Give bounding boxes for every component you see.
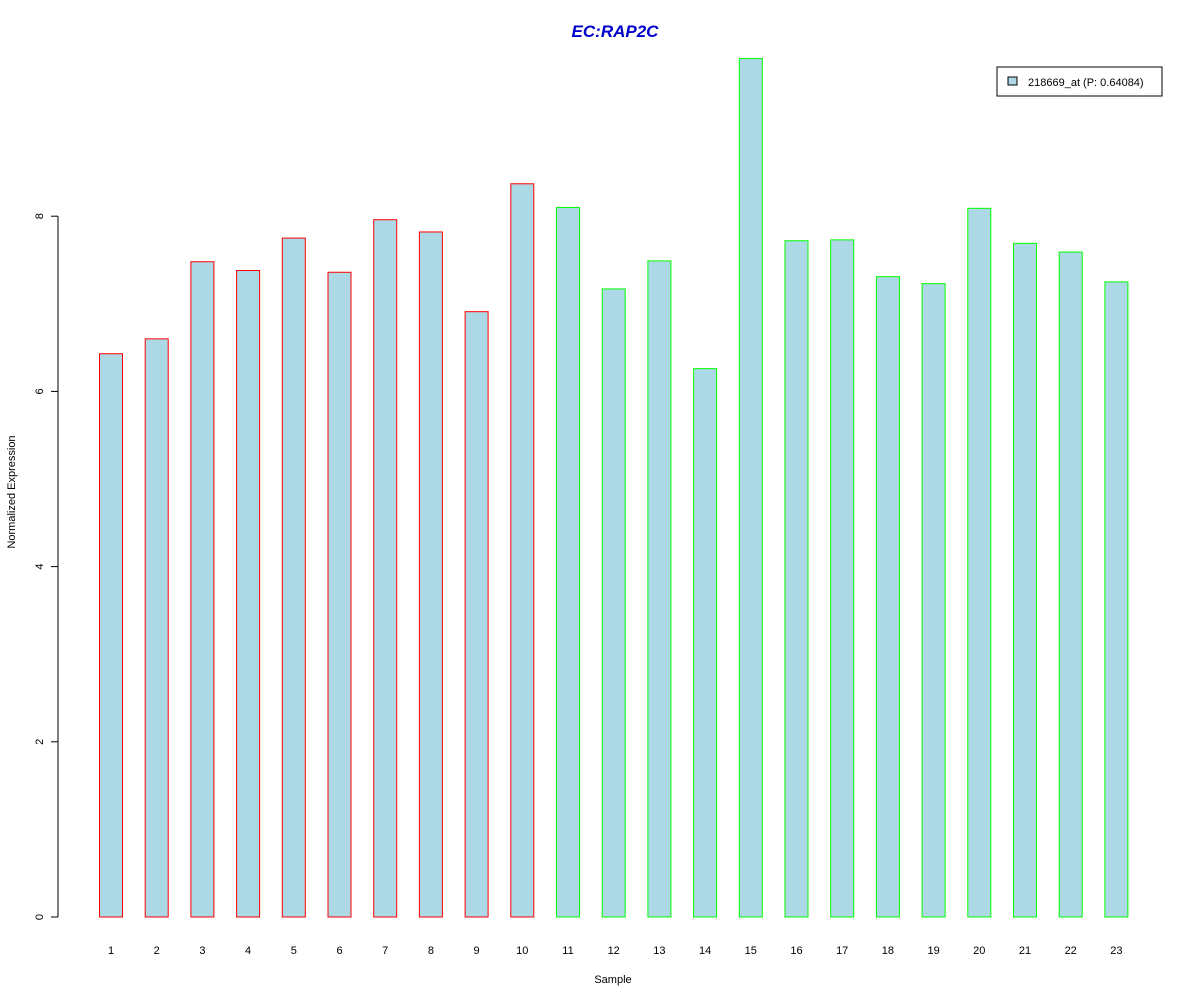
x-tick-label: 15 <box>745 945 757 957</box>
bar-sample-12 <box>601 288 626 918</box>
y-axis: 0 2 4 6 8 <box>34 213 59 920</box>
legend: 218669_at (P: 0.64084) <box>996 66 1163 97</box>
bar-sample-14 <box>693 368 718 918</box>
y-tick-label: 4 <box>34 564 46 570</box>
bar-sample-10 <box>510 183 535 918</box>
x-tick-label: 1 <box>108 945 114 957</box>
y-tick-label: 8 <box>34 213 46 219</box>
x-tick-label: 11 <box>562 945 573 957</box>
bars-group <box>99 58 1129 918</box>
x-axis-label: Sample <box>594 974 631 986</box>
x-tick-label: 16 <box>790 945 802 957</box>
bar-sample-1 <box>99 353 123 918</box>
x-tick-label: 18 <box>882 945 894 957</box>
x-tick-label: 14 <box>699 945 711 957</box>
bar-sample-19 <box>921 283 946 918</box>
bar-sample-13 <box>647 260 672 918</box>
x-tick-label: 20 <box>973 945 985 957</box>
x-tick-label: 12 <box>608 945 620 957</box>
x-tick-label: 13 <box>653 945 665 957</box>
x-tick-label: 2 <box>154 945 160 957</box>
y-tick-label: 0 <box>34 914 46 920</box>
x-tick-label: 6 <box>336 945 342 957</box>
bar-sample-8 <box>418 231 443 918</box>
bar-sample-16 <box>784 240 809 918</box>
bar-sample-22 <box>1058 251 1083 918</box>
x-tick-label: 22 <box>1065 945 1077 957</box>
bar-sample-2 <box>144 338 169 918</box>
bar-sample-11 <box>556 206 580 918</box>
y-axis-label: Normalized Expression <box>6 435 18 548</box>
x-tick-label: 23 <box>1110 945 1122 957</box>
bar-sample-5 <box>281 237 306 918</box>
x-tick-label: 9 <box>474 945 480 957</box>
x-tick-label: 19 <box>927 945 939 957</box>
chart-title: EC:RAP2C <box>572 22 660 41</box>
x-tick-label: 7 <box>382 945 388 957</box>
bar-sample-20 <box>967 207 992 918</box>
bar-sample-6 <box>327 271 352 918</box>
x-tick-label: 4 <box>245 945 251 957</box>
legend-box <box>996 66 1163 97</box>
x-tick-label: 5 <box>291 945 297 957</box>
y-tick-label: 2 <box>34 739 46 745</box>
y-tick-label: 6 <box>34 388 46 394</box>
bar-sample-21 <box>1013 242 1037 918</box>
bar-sample-4 <box>236 270 261 918</box>
x-tick-label: 3 <box>199 945 205 957</box>
bar-sample-15 <box>738 58 763 918</box>
bar-sample-9 <box>464 311 489 918</box>
x-tick-label: 17 <box>836 945 848 957</box>
legend-swatch <box>1007 76 1018 86</box>
x-tick-label: 8 <box>428 945 434 957</box>
bar-sample-17 <box>830 239 855 918</box>
bar-sample-3 <box>190 261 215 918</box>
x-tick-label: 10 <box>516 945 528 957</box>
bar-sample-23 <box>1104 281 1129 918</box>
x-tick-label: 21 <box>1019 945 1031 957</box>
legend-label: 218669_at (P: 0.64084) <box>1028 77 1144 89</box>
bar-sample-7 <box>373 219 398 918</box>
bar-sample-18 <box>875 276 900 918</box>
x-tick-labels: 1 2 3 4 5 6 7 8 9 10 11 12 13 14 15 16 17 18 19 20 21 22 23 <box>108 945 1123 957</box>
